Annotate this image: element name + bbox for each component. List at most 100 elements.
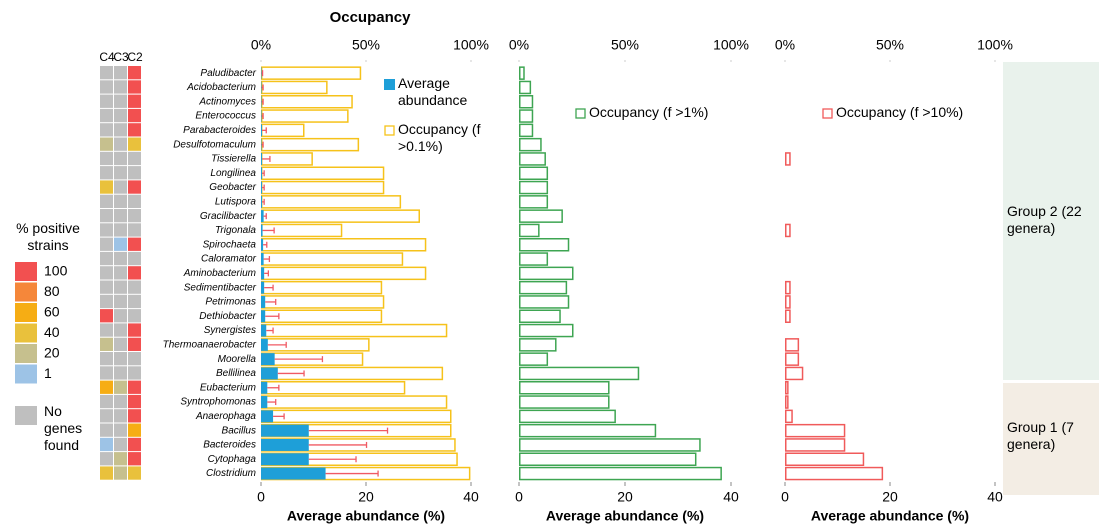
- heatmap-cell: [114, 294, 127, 309]
- heatmap-cell: [114, 123, 127, 137]
- x-tick-label: 40: [463, 489, 479, 505]
- bar: [519, 409, 616, 424]
- heatmap-cell: [114, 380, 127, 394]
- bar: [519, 137, 542, 152]
- heatmap-cell: [128, 180, 141, 194]
- heatmap-cell: [114, 108, 127, 123]
- heatmap-cell: [100, 423, 113, 437]
- bar: [261, 453, 309, 466]
- x-tick-label: 0: [257, 489, 265, 505]
- bar: [261, 238, 427, 252]
- category-label: Enterococcus: [195, 111, 256, 122]
- legend-swatch: [15, 282, 37, 302]
- heatmap-cell: [128, 423, 141, 437]
- legend-swatch: [15, 303, 37, 322]
- bar: [785, 466, 884, 481]
- bar: [519, 109, 534, 123]
- bar: [261, 353, 275, 366]
- x-tick-label: 20: [358, 489, 374, 505]
- heatmap-cell: [128, 94, 141, 108]
- bar: [519, 438, 701, 452]
- bar: [261, 95, 262, 108]
- heatmap-cell: [128, 466, 141, 480]
- bar: [261, 309, 383, 323]
- bar: [261, 267, 265, 280]
- category-label: Trigonala: [215, 225, 256, 236]
- bar: [785, 352, 800, 366]
- bar: [261, 181, 263, 194]
- bar: [519, 80, 532, 95]
- bar: [261, 253, 264, 266]
- heatmap-cell: [100, 337, 113, 351]
- bar: [519, 452, 697, 466]
- bar: [261, 395, 448, 409]
- heatmap-cell: [128, 309, 141, 323]
- category-label: Sedimentibacter: [184, 282, 257, 293]
- category-label: Anaerophaga: [195, 411, 256, 422]
- bar: [785, 381, 789, 395]
- heatmap-cell: [100, 151, 113, 166]
- heatmap-cell: [100, 251, 113, 266]
- legend-swatch: [15, 262, 37, 281]
- heatmap-cell: [100, 137, 113, 151]
- heatmap-cell: [114, 352, 127, 366]
- heatmap-cell: [128, 352, 141, 366]
- heatmap-cell: [128, 280, 141, 294]
- bar: [261, 95, 353, 109]
- heatmap-cell: [100, 223, 113, 237]
- heatmap-cell: [100, 94, 113, 108]
- category-label: Bacillus: [222, 425, 256, 436]
- bar: [261, 167, 263, 180]
- heatmap-cell: [128, 108, 141, 123]
- category-label: Bacteroides: [203, 440, 256, 451]
- bar: [519, 309, 561, 323]
- category-label: Caloramator: [201, 254, 257, 265]
- bar: [785, 223, 791, 238]
- heatmap-cell: [100, 123, 113, 137]
- heatmap-cell: [100, 209, 113, 223]
- bar: [785, 295, 791, 309]
- heatmap-cell: [128, 209, 141, 223]
- bar: [519, 466, 722, 481]
- heatmap-cell: [100, 466, 113, 480]
- heatmap-cell: [100, 280, 113, 294]
- heatmap-cell: [128, 452, 141, 466]
- bar: [785, 309, 791, 323]
- bar: [785, 395, 789, 409]
- x-axis-label: Average abundance (%): [811, 508, 969, 524]
- category-label: Parabacteroides: [183, 125, 256, 136]
- heatmap-cell: [114, 423, 127, 437]
- bar: [261, 381, 268, 394]
- heatmap-cell: [128, 251, 141, 266]
- x2-tick-label: 0%: [509, 37, 529, 53]
- bar: [519, 338, 557, 352]
- bar: [261, 210, 264, 223]
- bar: [519, 223, 540, 238]
- group-1-band: [1003, 383, 1099, 495]
- bar: [261, 152, 263, 165]
- heatmap-cell: [114, 209, 127, 223]
- bar: [519, 195, 549, 209]
- heatmap-cell: [100, 437, 113, 452]
- heatmap-cell: [114, 466, 127, 480]
- bar: [261, 396, 268, 409]
- heatmap-cell: [128, 237, 141, 251]
- bar: [785, 152, 791, 166]
- legend-label: 1: [44, 365, 52, 381]
- heatmap-cell: [100, 166, 113, 180]
- heatmap-cell: [100, 80, 113, 94]
- heatmap-cell: [100, 194, 113, 208]
- bar: [519, 395, 610, 409]
- heatmap-cell: [100, 380, 113, 394]
- heatmap-cell: [114, 266, 127, 280]
- heatmap-cell: [128, 80, 141, 94]
- heatmap-cell: [128, 166, 141, 180]
- bar: [261, 367, 278, 380]
- heatmap-cell: [114, 366, 127, 380]
- bar: [785, 338, 800, 352]
- bar: [261, 67, 262, 80]
- x-tick-label: 0: [515, 489, 523, 505]
- bar: [261, 323, 448, 338]
